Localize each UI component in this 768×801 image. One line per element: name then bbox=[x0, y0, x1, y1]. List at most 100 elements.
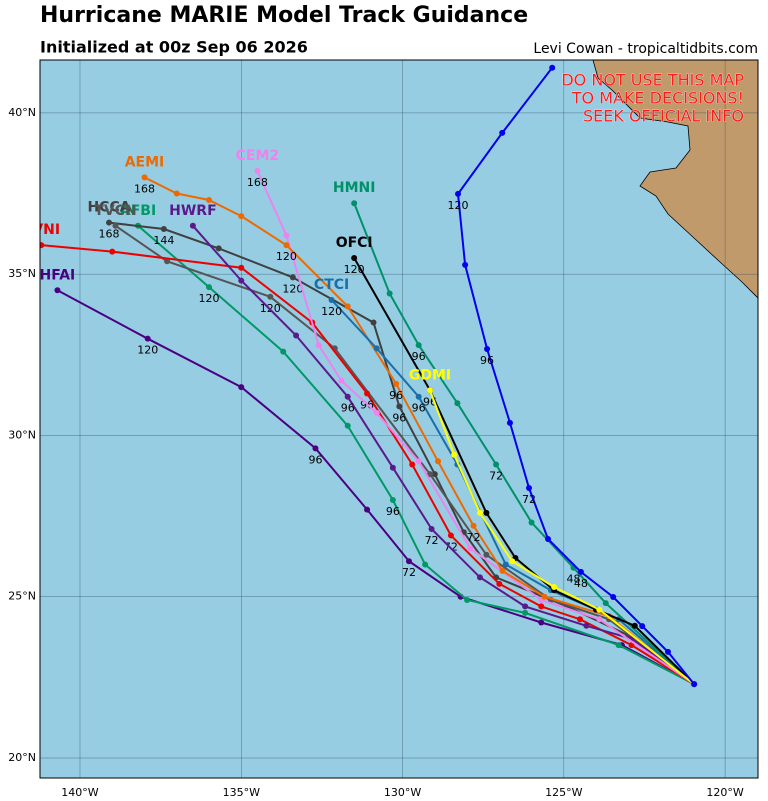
warning-line: TO MAKE DECISIONS! bbox=[571, 89, 744, 108]
hour-label: 96 bbox=[480, 354, 494, 367]
hour-label: 96 bbox=[386, 505, 400, 518]
land bbox=[592, 60, 758, 299]
track-point bbox=[312, 445, 319, 452]
track-point bbox=[551, 584, 558, 591]
track-point bbox=[426, 387, 433, 394]
track-line bbox=[41, 244, 695, 685]
track-line bbox=[56, 289, 695, 685]
warning-line: DO NOT USE THIS MAP bbox=[561, 71, 744, 90]
track-point bbox=[631, 622, 638, 629]
track-point bbox=[338, 377, 345, 384]
track-point bbox=[351, 255, 358, 262]
track-point bbox=[238, 384, 245, 391]
track-point bbox=[415, 342, 422, 349]
track-name: CEM2 bbox=[236, 148, 280, 164]
hour-label: 96 bbox=[308, 453, 322, 466]
hour-label: 96 bbox=[412, 350, 426, 363]
track-point bbox=[344, 393, 351, 400]
track-point bbox=[144, 335, 151, 342]
track-name: OFCI bbox=[336, 235, 373, 251]
track-point bbox=[455, 190, 462, 197]
track-point bbox=[528, 519, 535, 526]
track-name: HCCA bbox=[87, 200, 130, 216]
track-point bbox=[502, 561, 509, 568]
hour-label: 72 bbox=[425, 534, 439, 547]
track-point bbox=[289, 274, 296, 281]
hour-label: 72 bbox=[489, 469, 503, 482]
track-point bbox=[293, 332, 300, 339]
hour-label: 96 bbox=[412, 402, 426, 415]
track-point bbox=[364, 390, 371, 397]
track-point bbox=[435, 458, 442, 465]
frame bbox=[39, 59, 759, 779]
track-point bbox=[470, 522, 477, 529]
hour-label: 168 bbox=[99, 228, 120, 241]
track-point bbox=[426, 471, 433, 478]
track-point bbox=[351, 200, 358, 207]
track-line bbox=[137, 225, 695, 685]
lat-tick-label: 40°N bbox=[8, 106, 36, 119]
track-line bbox=[256, 170, 695, 685]
track-point bbox=[422, 561, 429, 568]
track-point bbox=[538, 619, 545, 626]
track-point bbox=[484, 346, 491, 353]
hour-label: 168 bbox=[134, 182, 155, 195]
track-point bbox=[483, 551, 490, 558]
track-point bbox=[476, 509, 483, 516]
track-point bbox=[665, 648, 672, 655]
land-layer bbox=[592, 60, 758, 299]
track-point bbox=[583, 622, 590, 629]
lon-tick-label: 130°W bbox=[384, 786, 421, 799]
track-point bbox=[454, 400, 461, 407]
lon-tick-label: 135°W bbox=[223, 786, 260, 799]
track-point bbox=[596, 606, 603, 613]
track-point bbox=[389, 464, 396, 471]
hour-label: 120 bbox=[344, 263, 365, 276]
track-point bbox=[447, 532, 454, 539]
track-point bbox=[509, 558, 516, 565]
track-point bbox=[431, 471, 438, 478]
track-point bbox=[40, 242, 45, 249]
track-point bbox=[267, 293, 274, 300]
track-name: TVCN bbox=[94, 203, 136, 219]
track-name: HFAI bbox=[40, 267, 76, 283]
track-point bbox=[206, 284, 213, 291]
track-point bbox=[141, 174, 148, 181]
track-point bbox=[238, 213, 245, 220]
track-point bbox=[545, 535, 552, 542]
track-point bbox=[370, 319, 377, 326]
track-name: HWRF bbox=[169, 203, 217, 219]
track-point bbox=[451, 451, 458, 458]
warning-line: SEEK OFFICIAL INFO bbox=[583, 107, 744, 126]
track-point bbox=[109, 248, 116, 255]
lat-tick-label: 25°N bbox=[8, 590, 36, 603]
track-point bbox=[160, 226, 167, 233]
grid bbox=[40, 60, 758, 778]
hour-label: 144 bbox=[153, 234, 174, 247]
track-point bbox=[206, 196, 213, 203]
track-point bbox=[344, 422, 351, 429]
track-name: AFBI bbox=[120, 203, 156, 219]
track-point bbox=[602, 600, 609, 607]
track-point bbox=[462, 261, 469, 268]
track-point bbox=[506, 419, 513, 426]
lat-tick-label: 35°N bbox=[8, 267, 36, 280]
lon-tick-label: 120°W bbox=[706, 786, 743, 799]
track-point bbox=[549, 64, 556, 71]
hour-label: 120 bbox=[137, 344, 158, 357]
track-point bbox=[499, 567, 506, 574]
track-point bbox=[373, 409, 380, 416]
track-point bbox=[415, 393, 422, 400]
hour-label: 120 bbox=[282, 282, 303, 295]
track-point bbox=[386, 290, 393, 297]
track-point bbox=[522, 609, 529, 616]
track-point bbox=[364, 506, 371, 513]
track-name: CTCI bbox=[314, 277, 349, 293]
track-point bbox=[496, 580, 503, 587]
track-point bbox=[541, 593, 548, 600]
track-name: GDMI bbox=[409, 367, 451, 383]
title: Hurricane MARIE Model Track Guidance bbox=[40, 3, 528, 28]
ocean bbox=[40, 60, 758, 778]
